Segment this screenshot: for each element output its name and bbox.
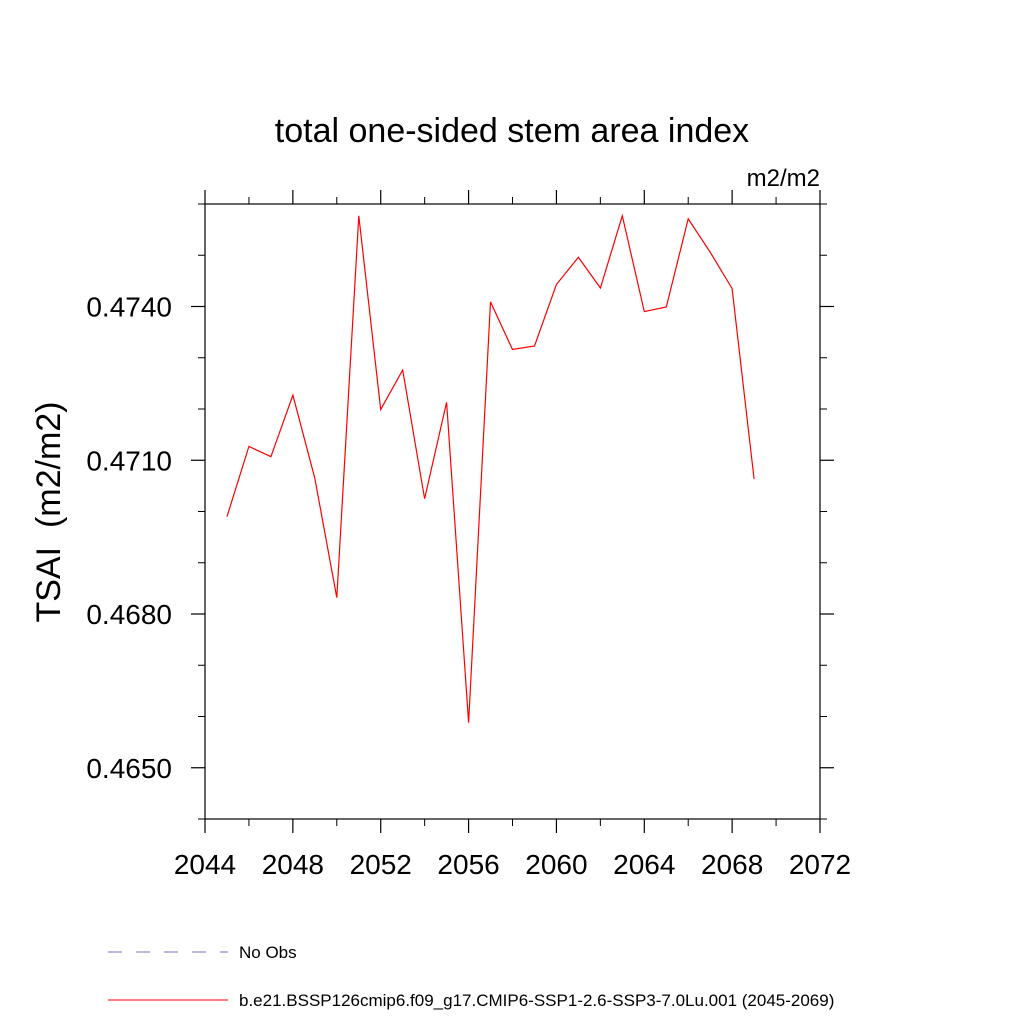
series-layer bbox=[226, 213, 755, 723]
x-tick-label: 2052 bbox=[350, 849, 412, 880]
series-line bbox=[226, 213, 755, 723]
legend-label: No Obs bbox=[239, 943, 297, 962]
plot-area: 2044 2048 2052 2056 2060 2064 2068 2072 0.4650 0.… bbox=[86, 190, 851, 880]
y-tick-label: 0.4740 bbox=[86, 292, 172, 323]
legend-label: b.e21.BSSP126cmip6.f09_g17.CMIP6-SSP1-2.… bbox=[239, 991, 834, 1010]
x-tick-label: 2072 bbox=[789, 849, 851, 880]
x-tick-label: 2048 bbox=[262, 849, 324, 880]
y-axis-label: TSAI (m2/m2) bbox=[30, 401, 68, 622]
x-tick-label: 2056 bbox=[437, 849, 499, 880]
x-tick-label: 2060 bbox=[525, 849, 587, 880]
plot-frame bbox=[204, 203, 821, 820]
y-tick-label: 0.4680 bbox=[86, 599, 172, 630]
units-label: m2/m2 bbox=[747, 165, 820, 192]
x-tick-label: 2044 bbox=[174, 849, 236, 880]
x-tick-label: 2064 bbox=[613, 849, 675, 880]
legend: No Obs b.e21.BSSP126cmip6.f09_g17.CMIP6-S… bbox=[108, 943, 834, 1010]
y-tick-label: 0.4650 bbox=[86, 753, 172, 784]
chart-title: total one-sided stem area index bbox=[275, 112, 749, 150]
x-tick-label: 2068 bbox=[701, 849, 763, 880]
y-tick-label: 0.4710 bbox=[86, 445, 172, 476]
